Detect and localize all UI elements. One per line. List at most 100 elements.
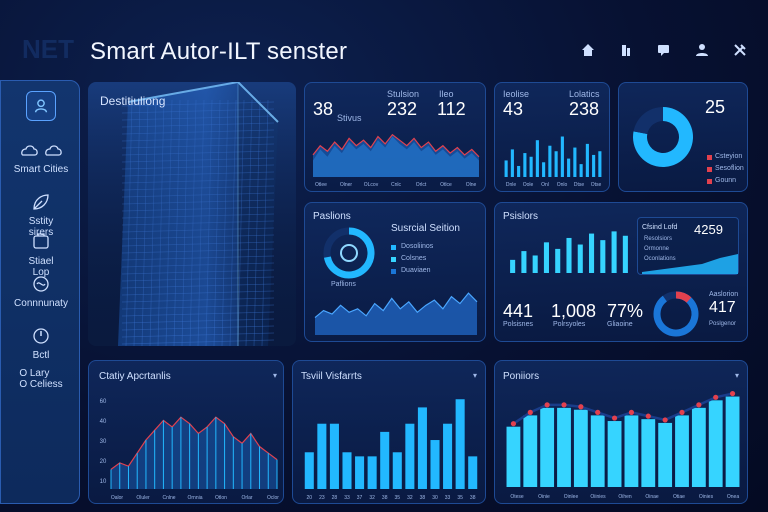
bar bbox=[590, 415, 605, 487]
legend-item: Oconlations bbox=[644, 256, 676, 262]
bar bbox=[510, 259, 516, 273]
bar bbox=[355, 456, 365, 489]
tools-icon[interactable] bbox=[732, 42, 748, 58]
legend-item: Dosoliinos bbox=[401, 243, 434, 250]
capacity-chart: 60 40 30 20 10 Oalor Oluler Cnlne Ornnia Otlon Orl… bbox=[100, 399, 279, 501]
stat-label: Polsisnes bbox=[503, 321, 533, 328]
sidebar-item-safety[interactable]: Sstity sirers bbox=[1, 191, 81, 238]
x-tick-label: Oinie bbox=[538, 494, 550, 500]
x-tick-label: Olne bbox=[466, 182, 477, 187]
user-icon[interactable] bbox=[694, 42, 710, 58]
bar bbox=[430, 440, 440, 489]
performance-card: Psislors Cfsind Lofd 4259 Resolsiors Orm… bbox=[494, 202, 748, 342]
stat-value: 1,008 bbox=[551, 301, 597, 321]
x-tick-label: Oinlee bbox=[564, 494, 579, 500]
stat-value: 112 bbox=[437, 99, 466, 119]
x-tick-label: Ornnia bbox=[187, 495, 202, 501]
series-line bbox=[314, 292, 478, 319]
ring-progress bbox=[653, 291, 699, 337]
sidebar-item-shield[interactable]: Stiael Lop bbox=[1, 231, 81, 278]
chevron-down-icon[interactable]: ▾ bbox=[735, 371, 740, 380]
sidebar-item-lary[interactable]: O Lary O Celiess bbox=[1, 365, 81, 390]
gauge-label: Paflions bbox=[331, 281, 356, 288]
building-icon[interactable] bbox=[618, 42, 634, 58]
bar bbox=[708, 400, 723, 487]
data-point bbox=[510, 421, 517, 427]
legend-item: Colsnes bbox=[401, 255, 427, 262]
x-tick-label: Onea bbox=[727, 494, 739, 500]
stat-value: 417 bbox=[709, 299, 736, 316]
bar bbox=[622, 235, 628, 273]
chevron-down-icon[interactable]: ▾ bbox=[473, 371, 478, 380]
visits-card: Tsviil Visfarrts ▾ 20 23 28 33 37 32 38 35 32 38 3… bbox=[292, 360, 486, 504]
series-line bbox=[512, 392, 733, 425]
sidebar-item-label: Connnunaty bbox=[14, 298, 68, 309]
legend-item: Gounn bbox=[715, 177, 737, 184]
x-tick-label: 37 bbox=[357, 495, 363, 501]
header-icons bbox=[580, 42, 748, 58]
x-tick-label: 32 bbox=[407, 495, 413, 501]
bar bbox=[443, 423, 453, 489]
bar bbox=[523, 153, 527, 177]
data-point bbox=[713, 394, 719, 400]
inner-title: Cfsind Lofd bbox=[642, 224, 678, 231]
home-icon[interactable] bbox=[580, 42, 596, 58]
visits-bar-chart: 20 23 28 33 37 32 38 35 32 38 30 33 35 38 bbox=[304, 399, 478, 501]
bar bbox=[506, 426, 521, 487]
area-series bbox=[315, 293, 477, 335]
legend-item: Duaviaen bbox=[401, 267, 431, 274]
x-tick-label: Dtse bbox=[574, 182, 585, 187]
bar bbox=[405, 423, 415, 489]
bar bbox=[577, 244, 583, 273]
chat-icon[interactable] bbox=[656, 42, 672, 58]
x-tick-label: Otiae bbox=[673, 494, 685, 500]
bar bbox=[342, 452, 352, 489]
gauge-icon bbox=[33, 328, 49, 344]
bar bbox=[523, 415, 538, 487]
chevron-down-icon[interactable]: ▾ bbox=[273, 371, 278, 380]
donut-card: 25 Csteyion Sesoflion Gounn bbox=[618, 82, 748, 192]
data-point bbox=[544, 402, 550, 408]
bar bbox=[573, 409, 588, 487]
y-tick-label: 20 bbox=[100, 459, 107, 465]
sidebar-item-label: Stiael Lop bbox=[28, 256, 54, 278]
x-tick-label: Oinies bbox=[699, 494, 714, 500]
ring-progress bbox=[323, 227, 375, 279]
page-title: Smart Autor-ILT senster bbox=[90, 38, 348, 65]
sidebar-item-smart-cities[interactable]: Smart Cities bbox=[1, 139, 81, 175]
x-tick-label: 30 bbox=[432, 495, 438, 501]
x-tick-label: Olner bbox=[340, 182, 353, 187]
sidebar-item-profile[interactable] bbox=[1, 91, 81, 121]
bar bbox=[592, 154, 596, 177]
x-tick-label: 23 bbox=[319, 495, 325, 501]
sessions-area-chart bbox=[314, 292, 478, 335]
x-tick-label: Oole bbox=[523, 182, 534, 187]
globe-icon bbox=[33, 276, 49, 292]
data-point bbox=[729, 390, 736, 397]
bar bbox=[554, 151, 558, 177]
y-tick-label: 60 bbox=[100, 399, 107, 405]
bar bbox=[540, 407, 555, 487]
bar bbox=[529, 156, 533, 177]
stat-value: 232 bbox=[387, 99, 418, 119]
pie-slice bbox=[633, 107, 693, 167]
sidebar: Smart Cities Sstity sirers Stiael Lop Co… bbox=[0, 80, 80, 504]
sidebar-item-community[interactable]: Connnunaty bbox=[1, 273, 81, 309]
bar bbox=[304, 452, 314, 489]
legend-item: Sesoflion bbox=[715, 165, 744, 172]
x-tick-label: 38 bbox=[420, 495, 426, 501]
y-tick-label: 30 bbox=[100, 439, 107, 445]
x-tick-label: Oclor bbox=[267, 495, 279, 501]
bar bbox=[504, 160, 508, 177]
bar bbox=[535, 140, 539, 177]
sidebar-item-bctl[interactable]: Bctl bbox=[1, 325, 81, 361]
x-tick-label: 32 bbox=[369, 495, 375, 501]
leaf-icon bbox=[33, 194, 49, 210]
bar bbox=[317, 423, 327, 489]
bar bbox=[542, 162, 546, 177]
tower-panel: Destitiuliong bbox=[88, 82, 296, 346]
stat-label: Lolatics bbox=[569, 89, 600, 99]
x-tick-label: 20 bbox=[307, 495, 313, 501]
x-tick-label: Cnlne bbox=[162, 495, 175, 501]
bar bbox=[589, 233, 595, 273]
